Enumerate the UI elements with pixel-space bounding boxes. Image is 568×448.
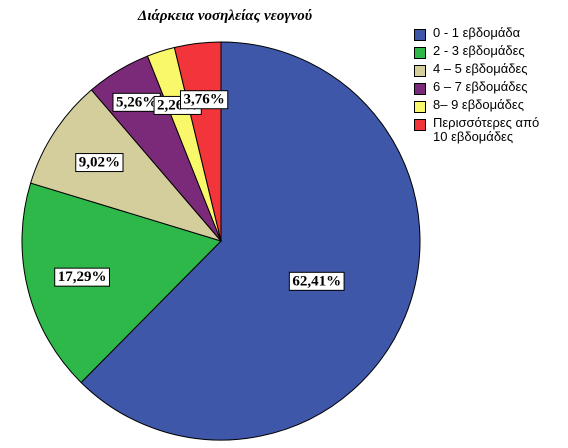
slice-label-box bbox=[288, 271, 345, 291]
legend: 0 - 1 εβδομάδα 2 - 3 εβδομάδες 4 – 5 εβδομ… bbox=[414, 26, 568, 147]
legend-item: 6 – 7 εβδομάδες bbox=[414, 80, 568, 95]
slice-label-box bbox=[75, 153, 124, 173]
chart-title: Διάρκεια νοσηλείας νεογνού bbox=[137, 8, 313, 24]
legend-item: 4 – 5 εβδομάδες bbox=[414, 62, 568, 77]
legend-swatch bbox=[414, 47, 426, 59]
slice-data-label: 62,41% bbox=[292, 273, 341, 289]
legend-swatch bbox=[414, 119, 426, 131]
legend-swatch bbox=[414, 65, 426, 77]
pie-slice bbox=[21, 182, 222, 384]
pie-slice bbox=[80, 41, 421, 441]
slice-data-label: 9,02% bbox=[79, 155, 120, 171]
slice-data-label: 3,76% bbox=[183, 92, 224, 108]
pie-slice bbox=[29, 89, 223, 242]
slice-label-box bbox=[54, 267, 110, 287]
legend-label: 0 - 1 εβδομάδα bbox=[433, 25, 521, 40]
legend-label: 8– 9 εβδομάδες bbox=[433, 97, 524, 112]
slice-data-label: 5,26% bbox=[116, 94, 157, 110]
legend-item: 2 - 3 εβδομάδες bbox=[414, 44, 568, 59]
legend-label: 4 – 5 εβδομάδες bbox=[433, 61, 528, 76]
legend-swatch bbox=[414, 101, 426, 113]
slice-data-label: 17,29% bbox=[58, 269, 107, 285]
legend-swatch bbox=[414, 83, 426, 95]
legend-label: Περισσότερες από 10 εβδομάδες bbox=[433, 115, 540, 144]
legend-swatch bbox=[414, 29, 426, 41]
legend-item: 8– 9 εβδομάδες bbox=[414, 98, 568, 113]
slice-label-box bbox=[179, 90, 229, 110]
legend-item: Περισσότερες από 10 εβδομάδες bbox=[414, 116, 568, 144]
legend-label: 6 – 7 εβδομάδες bbox=[433, 79, 528, 94]
legend-label: 2 - 3 εβδομάδες bbox=[433, 43, 525, 58]
legend-item: 0 - 1 εβδομάδα bbox=[414, 26, 568, 41]
